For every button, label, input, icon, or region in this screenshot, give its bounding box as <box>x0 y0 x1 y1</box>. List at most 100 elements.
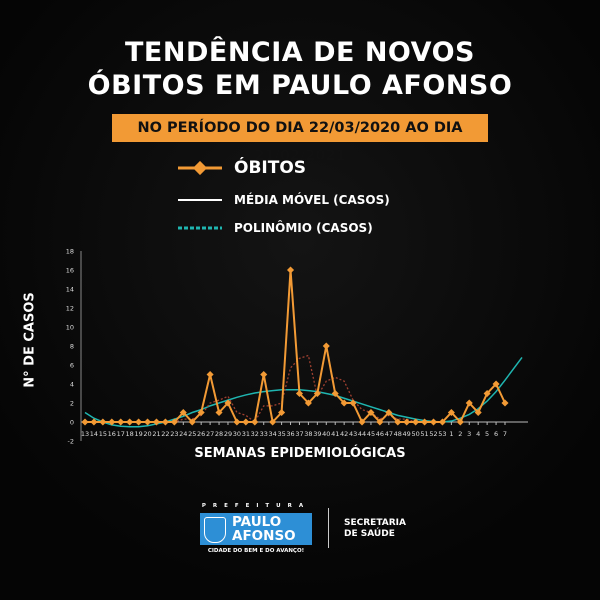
x-tick-label: 28 <box>215 430 223 438</box>
legend-label: POLINÔMIO (CASOS) <box>234 221 373 235</box>
obitos-point <box>331 389 339 398</box>
obitos-point <box>358 418 366 426</box>
x-tick-label: 52 <box>429 430 437 438</box>
legend-label: MÉDIA MÓVEL (CASOS) <box>234 193 390 207</box>
x-tick-label: 22 <box>161 430 169 438</box>
x-tick-label: 50 <box>411 430 419 438</box>
obitos-point <box>322 342 330 350</box>
y-tick-label: -2 <box>68 438 74 446</box>
divider <box>328 508 329 548</box>
logo-slogan: CIDADE DO BEM E DO AVANÇO! <box>207 548 305 554</box>
title-line-2: ÓBITOS EM PAULO AFONSO <box>87 70 513 101</box>
y-tick-label: 2 <box>70 400 74 408</box>
x-tick-label: 21 <box>152 430 160 438</box>
prefeitura-logo: PREFEITURA PAULO AFONSO CIDADE DO BEM E D… <box>200 503 330 554</box>
x-tick-label: 19 <box>134 430 142 438</box>
x-tick-label: 27 <box>206 430 214 438</box>
x-tick-label: 3 <box>467 430 471 438</box>
x-tick-label: 43 <box>349 430 357 438</box>
logo-prefeitura: PREFEITURA <box>201 503 311 509</box>
obitos-point <box>269 418 277 426</box>
x-tick-label: 31 <box>242 430 250 438</box>
x-tick-label: 6 <box>494 430 498 438</box>
legend-dashed-line-icon <box>178 226 222 230</box>
obitos-point <box>465 399 473 407</box>
obitos-point <box>456 418 464 426</box>
x-tick-label: 48 <box>394 430 402 438</box>
sec-1: SECRETARIA <box>344 518 406 528</box>
y-tick-label: 8 <box>70 343 74 351</box>
obitos-point <box>233 418 241 426</box>
obitos-point <box>385 408 393 417</box>
x-tick-label: 29 <box>224 430 232 438</box>
polynomial-trend-line <box>84 356 523 428</box>
obitos-point <box>117 418 125 426</box>
obitos-point <box>492 380 500 388</box>
y-tick-label: 6 <box>70 362 74 370</box>
x-tick-label: 41 <box>331 430 339 438</box>
obitos-point <box>403 418 411 426</box>
legend-diamond-line-icon <box>178 161 222 175</box>
obitos-point <box>206 370 214 379</box>
x-tick-label: 26 <box>197 430 205 438</box>
obitos-point <box>215 408 223 417</box>
x-tick-label: 35 <box>277 430 285 438</box>
x-tick-label: 47 <box>385 430 393 438</box>
crest-icon <box>204 517 226 543</box>
obitos-point <box>260 370 268 379</box>
obitos-point <box>90 418 98 426</box>
title-line-1: TENDÊNCIA DE NOVOS <box>125 37 475 68</box>
x-tick-label: 16 <box>108 430 116 438</box>
obitos-point <box>501 399 509 407</box>
obitos-point <box>152 418 161 426</box>
obitos-point <box>99 418 107 426</box>
x-axis-label: SEMANAS EPIDEMIOLÓGICAS <box>194 446 406 461</box>
secretaria: SECRETARIA DE SAÚDE <box>344 518 406 540</box>
x-tick-label: 36 <box>286 430 294 438</box>
legend-obitos: ÓBITOS <box>178 158 306 178</box>
x-tick-label: 2 <box>458 430 462 438</box>
x-tick-label: 30 <box>233 430 241 438</box>
obitos-point <box>421 418 429 426</box>
x-tick-label: 46 <box>376 430 384 438</box>
x-tick-label: 20 <box>143 430 151 438</box>
city-2: AFONSO <box>232 528 296 544</box>
x-tick-label: 13 <box>81 430 89 438</box>
y-tick-label: 14 <box>66 286 74 294</box>
x-tick-label: 25 <box>188 430 196 438</box>
obitos-point <box>412 418 420 426</box>
obitos-point <box>313 389 321 398</box>
obitos-point <box>429 418 438 426</box>
x-tick-label: 15 <box>99 430 107 438</box>
obitos-point <box>170 418 178 426</box>
obitos-point <box>197 408 205 417</box>
y-tick-label: 18 <box>66 248 74 256</box>
obitos-line <box>85 269 506 425</box>
obitos-point <box>242 418 250 426</box>
y-tick-label: 12 <box>66 305 74 313</box>
x-tick-label: 33 <box>260 430 268 438</box>
obitos-point <box>447 408 455 417</box>
period-banner: NO PERÍODO DO DIA 22/03/2020 AO DIA 21/0… <box>112 114 488 164</box>
x-tick-label: 24 <box>179 430 187 438</box>
moving-average-line <box>85 354 443 423</box>
x-tick-label: 53 <box>438 430 446 438</box>
obitos-point <box>394 418 402 426</box>
y-axis-label: N° DE CASOS <box>22 292 38 388</box>
x-tick-label: 40 <box>322 430 330 438</box>
obitos-point <box>81 418 89 426</box>
legend-label: ÓBITOS <box>234 158 307 178</box>
x-tick-label: 7 <box>503 430 507 438</box>
obitos-point <box>304 399 312 407</box>
obitos-point <box>224 399 232 407</box>
y-tick-label: 16 <box>66 267 74 275</box>
obitos-point <box>295 389 304 398</box>
obitos-point <box>340 399 348 407</box>
x-tick-label: 38 <box>304 430 312 438</box>
x-tick-label: 37 <box>295 430 303 438</box>
legend-media-movel: MÉDIA MÓVEL (CASOS) <box>178 193 390 207</box>
logo-box: PAULO AFONSO <box>200 513 312 545</box>
y-tick-label: 4 <box>70 381 74 389</box>
sec-2: DE SAÚDE <box>344 529 395 539</box>
